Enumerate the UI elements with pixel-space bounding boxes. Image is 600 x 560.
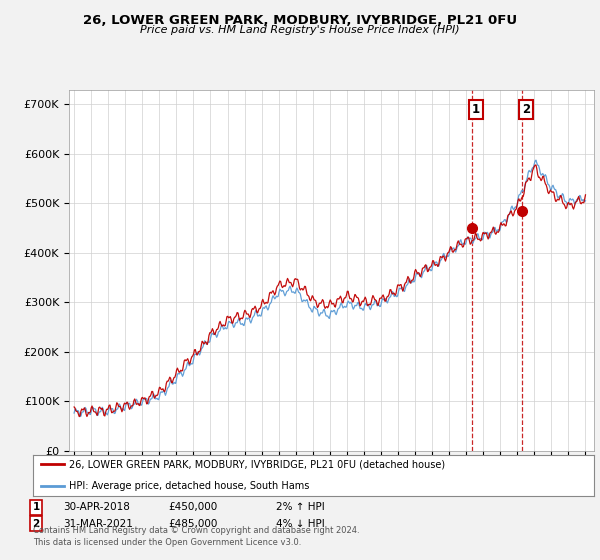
Text: Price paid vs. HM Land Registry's House Price Index (HPI): Price paid vs. HM Land Registry's House … bbox=[140, 25, 460, 35]
Text: 2: 2 bbox=[522, 103, 530, 116]
Text: £450,000: £450,000 bbox=[168, 502, 217, 512]
Text: 31-MAR-2021: 31-MAR-2021 bbox=[63, 519, 133, 529]
Text: 26, LOWER GREEN PARK, MODBURY, IVYBRIDGE, PL21 0FU (detached house): 26, LOWER GREEN PARK, MODBURY, IVYBRIDGE… bbox=[70, 459, 446, 469]
Text: 1: 1 bbox=[32, 502, 40, 512]
Text: £485,000: £485,000 bbox=[168, 519, 217, 529]
Text: 1: 1 bbox=[472, 103, 480, 116]
Text: 30-APR-2018: 30-APR-2018 bbox=[63, 502, 130, 512]
Text: 26, LOWER GREEN PARK, MODBURY, IVYBRIDGE, PL21 0FU: 26, LOWER GREEN PARK, MODBURY, IVYBRIDGE… bbox=[83, 14, 517, 27]
Text: Contains HM Land Registry data © Crown copyright and database right 2024.
This d: Contains HM Land Registry data © Crown c… bbox=[33, 526, 359, 547]
Text: 2: 2 bbox=[32, 519, 40, 529]
Text: 2% ↑ HPI: 2% ↑ HPI bbox=[276, 502, 325, 512]
Text: 4% ↓ HPI: 4% ↓ HPI bbox=[276, 519, 325, 529]
Text: HPI: Average price, detached house, South Hams: HPI: Average price, detached house, Sout… bbox=[70, 480, 310, 491]
